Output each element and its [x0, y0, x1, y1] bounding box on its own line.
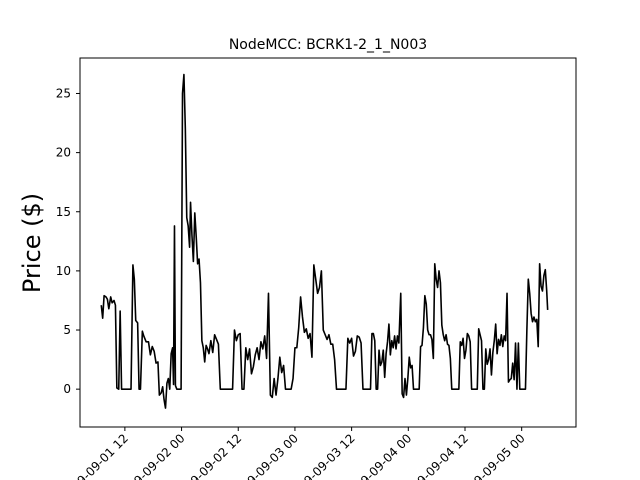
- y-tick-label: 0: [63, 382, 71, 396]
- plot-frame: [79, 57, 577, 428]
- chart-title: NodeMCC: BCRK1-2_1_N003: [229, 37, 427, 53]
- x-tick-label: 2019-09-01 12: [58, 431, 131, 480]
- y-tick-label: 25: [56, 86, 71, 100]
- y-tick-label: 5: [63, 323, 71, 337]
- y-tick-label: 10: [56, 264, 71, 278]
- plot-area: [100, 73, 549, 409]
- y-axis-label: Price ($): [18, 193, 46, 293]
- price-series-line: [100, 73, 549, 409]
- y-tick-label: 15: [56, 205, 71, 219]
- y-axis: 0 5 10 15 20 25: [56, 86, 80, 396]
- y-tick-label: 20: [56, 146, 71, 160]
